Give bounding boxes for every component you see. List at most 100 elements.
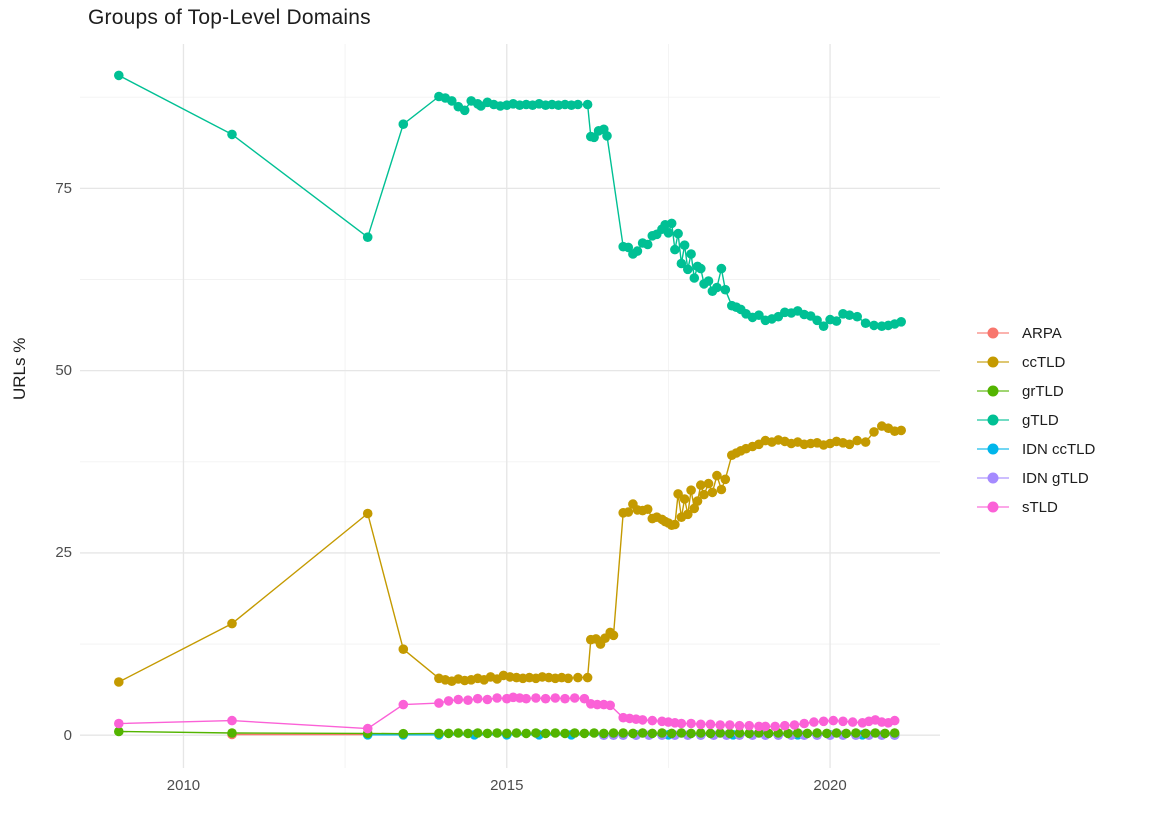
series-line <box>118 74 902 327</box>
legend-key-dot <box>987 443 999 455</box>
data-point <box>114 726 124 737</box>
data-point <box>398 119 409 129</box>
data-point <box>434 728 444 739</box>
data-point <box>482 728 493 739</box>
data-point <box>725 720 735 730</box>
data-point <box>686 728 696 739</box>
data-point <box>818 321 829 332</box>
data-point <box>670 244 680 255</box>
data-point <box>847 717 858 727</box>
data-point <box>563 673 573 684</box>
data-point <box>632 246 643 256</box>
data-point <box>599 728 609 739</box>
data-point <box>831 728 842 738</box>
data-point <box>560 728 570 739</box>
data-point <box>550 693 561 703</box>
legend-key-dot <box>987 385 999 397</box>
series-line <box>118 696 895 730</box>
data-point <box>608 728 619 738</box>
legend-label: ARPA <box>1022 324 1062 342</box>
data-point <box>673 228 683 239</box>
data-point <box>852 435 862 446</box>
data-point <box>844 439 855 450</box>
data-point <box>896 317 906 327</box>
data-point <box>869 320 879 331</box>
data-point <box>560 693 570 704</box>
data-point <box>860 728 871 739</box>
data-point <box>889 728 900 738</box>
data-point <box>869 427 879 437</box>
data-point <box>838 716 848 727</box>
data-point <box>531 693 541 703</box>
data-point <box>683 509 693 520</box>
legend-key-dot <box>987 356 999 368</box>
data-point <box>670 519 680 530</box>
legend-key-dot <box>987 327 999 339</box>
data-point <box>870 728 881 738</box>
data-point <box>502 728 512 739</box>
series-line <box>118 730 895 735</box>
data-point <box>618 728 628 738</box>
data-point <box>608 630 619 641</box>
chart-title: Groups of Top-Level Domains <box>88 6 371 29</box>
data-point <box>114 718 124 729</box>
data-point <box>531 728 541 738</box>
data-point <box>569 693 580 703</box>
data-point <box>780 720 790 731</box>
data-point <box>482 694 493 705</box>
data-point <box>683 264 693 275</box>
data-point <box>822 728 832 739</box>
data-point <box>398 728 409 739</box>
legend-key-icon <box>977 443 1009 455</box>
data-point <box>896 425 906 436</box>
data-point <box>720 284 731 295</box>
legend-item-arpa: ARPA <box>976 324 1095 342</box>
data-point <box>754 310 764 321</box>
data-point <box>799 718 809 729</box>
data-point <box>521 693 531 704</box>
x-tick-label: 2010 <box>166 777 201 794</box>
x-tick-label: 2015 <box>490 777 524 794</box>
data-point <box>647 715 658 726</box>
legend-item-stld: sTLD <box>976 498 1095 516</box>
data-point <box>676 258 687 269</box>
legend-label: IDN ccTLD <box>1022 440 1096 458</box>
data-point <box>889 715 900 726</box>
data-point <box>844 310 855 321</box>
legend-key-icon <box>977 327 1009 339</box>
data-point <box>679 240 690 250</box>
data-point <box>582 672 593 683</box>
data-point <box>783 728 793 739</box>
y-tick-label: 75 <box>55 179 72 197</box>
legend-item-idn-cctld: IDN ccTLD <box>976 440 1095 458</box>
data-point <box>227 129 237 140</box>
data-point <box>880 728 890 739</box>
legend-item-idn-gtld: IDN gTLD <box>976 469 1095 487</box>
data-point <box>472 728 483 738</box>
data-point <box>725 728 735 739</box>
data-point <box>828 715 839 726</box>
legend-key-icon <box>977 501 1009 513</box>
data-point <box>809 717 819 727</box>
data-point <box>716 484 727 495</box>
data-point <box>692 496 703 506</box>
data-point <box>744 720 754 731</box>
legend-label: sTLD <box>1022 498 1058 516</box>
data-point <box>860 437 871 447</box>
data-point <box>637 728 648 738</box>
data-point <box>851 728 861 738</box>
data-point <box>679 494 690 504</box>
data-point <box>696 480 706 490</box>
data-point <box>114 70 124 81</box>
legend-item-gtld: gTLD <box>976 411 1095 429</box>
data-point <box>707 487 718 498</box>
data-point <box>550 728 561 738</box>
data-point <box>703 478 714 489</box>
data-point <box>663 228 674 238</box>
data-point <box>434 698 444 708</box>
data-point <box>453 694 464 705</box>
data-point <box>666 728 677 739</box>
data-point <box>712 282 722 293</box>
legend-key-icon <box>977 385 1009 397</box>
